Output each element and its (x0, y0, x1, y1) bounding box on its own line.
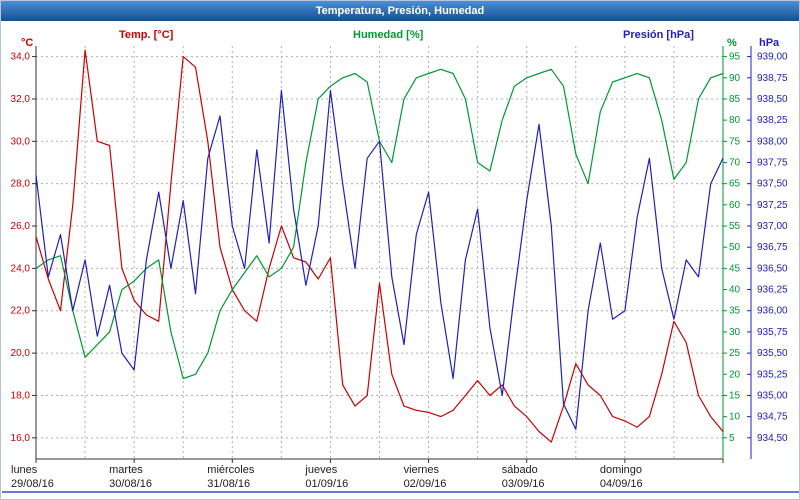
svg-text:30/08/16: 30/08/16 (109, 478, 152, 490)
svg-text:26,0: 26,0 (11, 221, 31, 232)
svg-text:45: 45 (729, 263, 741, 274)
legend-pressure: Presión [hPa] (623, 29, 694, 41)
svg-text:935,25: 935,25 (757, 369, 788, 380)
svg-text:90: 90 (729, 73, 741, 84)
svg-text:938,50: 938,50 (757, 94, 788, 105)
svg-text:936,50: 936,50 (757, 263, 788, 274)
svg-text:04/09/16: 04/09/16 (600, 478, 643, 490)
humidity-axis-unit: % (727, 37, 737, 49)
svg-text:938,25: 938,25 (757, 115, 788, 126)
svg-text:22,0: 22,0 (11, 306, 31, 317)
svg-text:50: 50 (729, 242, 741, 253)
svg-text:28,0: 28,0 (11, 179, 31, 190)
svg-text:937,25: 937,25 (757, 200, 788, 211)
svg-text:5: 5 (729, 433, 735, 444)
svg-text:55: 55 (729, 221, 741, 232)
temperature-axis-ticks: 34,0 32,0 30,0 28,0 26,0 24,0 22,0 20,0 18,0 16,0 (11, 52, 36, 444)
svg-text:30,0: 30,0 (11, 136, 31, 147)
svg-text:jueves: jueves (304, 464, 337, 476)
svg-text:937,75: 937,75 (757, 157, 788, 168)
svg-text:24,0: 24,0 (11, 263, 31, 274)
series-pressure (35, 89, 724, 430)
svg-text:80: 80 (729, 115, 741, 126)
svg-text:sábado: sábado (502, 464, 538, 476)
svg-text:934,50: 934,50 (757, 433, 788, 444)
svg-text:30: 30 (729, 327, 741, 338)
gridlines (36, 46, 723, 459)
svg-text:32,0: 32,0 (11, 94, 31, 105)
svg-text:936,25: 936,25 (757, 285, 788, 296)
svg-text:34,0: 34,0 (11, 52, 31, 63)
svg-text:01/09/16: 01/09/16 (305, 478, 348, 490)
svg-text:95: 95 (729, 52, 741, 63)
window-title-text: Temperatura, Presión, Humedad (315, 5, 485, 17)
pressure-axis-unit: hPa (759, 37, 780, 49)
svg-text:75: 75 (729, 136, 741, 147)
svg-text:25: 25 (729, 348, 741, 359)
x-axis-labels: lunes 29/08/16 martes 30/08/16 miércoles 31/0… (11, 459, 724, 490)
svg-text:936,75: 936,75 (757, 242, 788, 253)
window-title: Temperatura, Presión, Humedad (1, 1, 799, 21)
svg-text:lunes: lunes (11, 464, 38, 476)
svg-text:viernes: viernes (404, 464, 440, 476)
svg-text:31/08/16: 31/08/16 (207, 478, 250, 490)
svg-text:937,50: 937,50 (757, 179, 788, 190)
svg-text:20,0: 20,0 (11, 348, 31, 359)
svg-text:29/08/16: 29/08/16 (11, 478, 54, 490)
pressure-axis-ticks: 939,00 938,75 938,50 938,25 938,00 937,75 937,… (747, 52, 788, 444)
svg-text:85: 85 (729, 94, 741, 105)
svg-text:03/09/16: 03/09/16 (502, 478, 545, 490)
svg-text:934,75: 934,75 (757, 412, 788, 423)
svg-text:martes: martes (109, 464, 143, 476)
svg-text:35: 35 (729, 306, 741, 317)
svg-text:20: 20 (729, 369, 741, 380)
svg-text:domingo: domingo (600, 464, 642, 476)
svg-text:938,00: 938,00 (757, 136, 788, 147)
svg-text:936,00: 936,00 (757, 306, 788, 317)
svg-text:02/09/16: 02/09/16 (404, 478, 447, 490)
svg-text:60: 60 (729, 200, 741, 211)
svg-text:935,50: 935,50 (757, 348, 788, 359)
svg-text:65: 65 (729, 179, 741, 190)
svg-text:937,00: 937,00 (757, 221, 788, 232)
svg-text:40: 40 (729, 285, 741, 296)
svg-text:70: 70 (729, 157, 741, 168)
svg-text:935,00: 935,00 (757, 390, 788, 401)
left-axis-unit: °C (21, 37, 34, 49)
humidity-axis-ticks: 95 90 85 80 75 70 65 60 55 50 45 40 35 30 25 20 15 10 5 (723, 52, 741, 444)
legend-temperature: Temp. [°C] (119, 29, 174, 41)
svg-text:938,75: 938,75 (757, 73, 788, 84)
svg-text:15: 15 (729, 390, 741, 401)
svg-text:18,0: 18,0 (11, 390, 31, 401)
svg-text:16,0: 16,0 (11, 433, 31, 444)
axes-frame (35, 46, 752, 460)
svg-text:935,75: 935,75 (757, 327, 788, 338)
svg-text:miércoles: miércoles (207, 464, 255, 476)
svg-text:10: 10 (729, 412, 741, 423)
svg-text:939,00: 939,00 (757, 52, 788, 63)
series-temp (35, 49, 724, 443)
legend-humidity: Humedad [%] (353, 29, 424, 41)
